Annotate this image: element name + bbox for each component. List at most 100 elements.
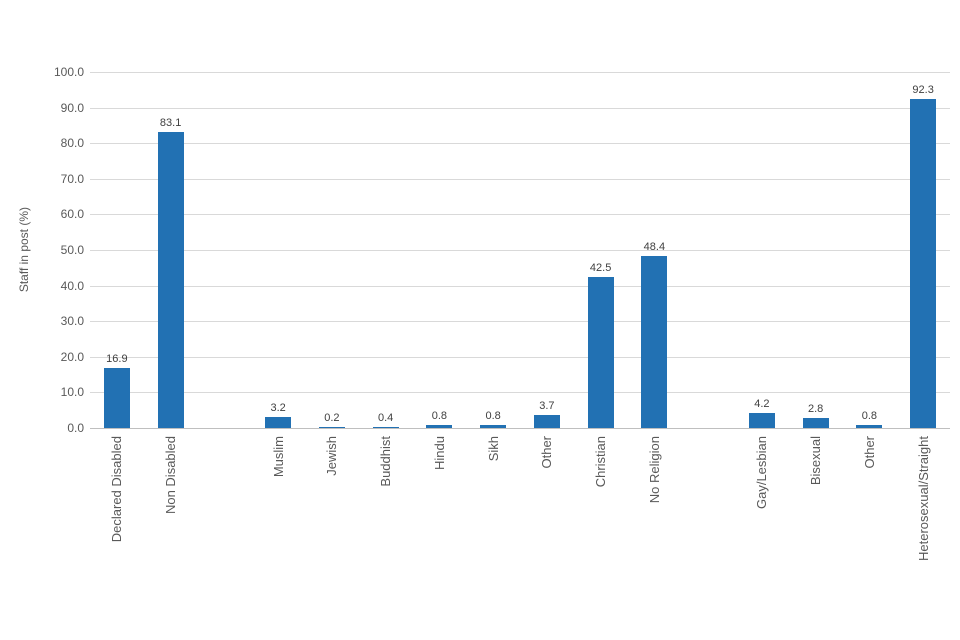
- category-label: Declared Disabled: [109, 436, 125, 543]
- bar-value-label: 16.9: [106, 352, 128, 365]
- bar: [480, 425, 507, 428]
- category-label-slot: Other: [843, 436, 897, 469]
- bar-slot: 3.7: [520, 72, 574, 428]
- bar-value-label: 0.8: [431, 410, 448, 423]
- bar-slot: 0.8: [843, 72, 897, 428]
- gridline: [90, 214, 950, 216]
- bar-slot: 4.2: [735, 72, 789, 428]
- bar-value-label: 4.2: [754, 398, 770, 411]
- bar-slot-gap: [198, 72, 252, 428]
- y-tick-label: 10.0: [60, 385, 84, 400]
- category-label: Christian: [593, 436, 609, 488]
- category-label: Other: [539, 436, 555, 469]
- bar-slot: 92.3: [896, 72, 950, 428]
- bar-slot: 3.2: [251, 72, 305, 428]
- bar: [318, 427, 345, 428]
- category-label: Muslim: [270, 436, 286, 478]
- gridline: [90, 392, 950, 394]
- y-tick-label: 90.0: [60, 100, 84, 115]
- category-label-slot: Declared Disabled: [90, 436, 144, 542]
- gridline: [90, 321, 950, 323]
- category-label: Jewish: [324, 436, 340, 476]
- bar: [587, 276, 614, 428]
- bar: [372, 426, 399, 428]
- y-tick-label: 50.0: [60, 243, 84, 257]
- bar-value-label: 0.2: [324, 412, 340, 424]
- bar-series: 16.9 83.1 3.2 0.2 0.4 0.8 0.8 3.7 42.5 48.4 4.2 2.8…: [90, 72, 950, 428]
- category-label-slot: Hindu: [413, 436, 467, 470]
- y-axis-title: Staff in post (%): [14, 72, 34, 428]
- y-axis-title-text: Staff in post (%): [17, 207, 31, 293]
- gridline: [90, 107, 950, 109]
- bar-slot: 0.8: [413, 72, 467, 428]
- bar: [265, 416, 292, 428]
- category-label-slot: Christian: [574, 436, 628, 487]
- category-label-slot: Gay/Lesbian: [735, 436, 789, 509]
- bar: [157, 132, 184, 428]
- gridline: [90, 356, 950, 358]
- y-tick-label: 0.0: [67, 421, 84, 435]
- gridline: [90, 72, 950, 73]
- category-label-slot: Sikh: [466, 436, 520, 461]
- category-label: Heterosexual/Straight: [915, 436, 931, 562]
- bar: [103, 367, 130, 428]
- bar-value-label: 3.2: [270, 401, 286, 414]
- gridline: [90, 250, 950, 251]
- bar-slot: 42.5: [574, 72, 628, 428]
- category-label-slot: Bisexual: [789, 436, 843, 485]
- bar-value-label: 3.7: [539, 399, 555, 412]
- y-tick-label: 80.0: [60, 136, 84, 151]
- gridline: [90, 285, 950, 287]
- bar: [641, 255, 668, 428]
- category-label: Gay/Lesbian: [754, 436, 770, 509]
- gridline: [90, 143, 950, 145]
- category-label: Sikh: [485, 436, 501, 462]
- bar: [802, 418, 829, 428]
- category-label: Buddhist: [378, 436, 394, 487]
- bar: [856, 425, 883, 428]
- bar: [910, 99, 937, 428]
- bar-slot: 0.8: [466, 72, 520, 428]
- category-label: No Religion: [646, 436, 662, 504]
- y-tick-label: 20.0: [60, 349, 84, 364]
- y-tick-label: 100.0: [53, 65, 84, 79]
- bar-value-label: 83.1: [159, 117, 182, 130]
- bar-value-label: 2.8: [807, 403, 824, 416]
- category-label-slot: Muslim: [251, 436, 305, 477]
- bar-slot: 2.8: [789, 72, 843, 428]
- bar-value-label: 42.5: [589, 261, 612, 274]
- plot-area: 16.9 83.1 3.2 0.2 0.4 0.8 0.8 3.7 42.5 48.4 4.2 2.8…: [90, 72, 950, 429]
- bar-slot: 48.4: [628, 72, 682, 428]
- category-label-slot: No Religion: [628, 436, 682, 503]
- x-axis-category-labels: Declared Disabled Non Disabled Muslim Jewis…: [90, 436, 950, 561]
- y-axis-tick-labels: 100.0 90.0 80.0 70.0 60.0 50.0 40.0 30.0 20.0 10.…: [36, 65, 84, 435]
- gridline: [90, 178, 950, 180]
- category-label: Bisexual: [808, 436, 824, 486]
- bar: [426, 425, 453, 428]
- y-tick-label: 30.0: [60, 314, 84, 329]
- bar-value-label: 0.4: [377, 411, 394, 424]
- category-label-slot: Other: [520, 436, 574, 469]
- bar-slot-gap: [681, 72, 735, 428]
- bar: [748, 413, 775, 428]
- category-label-slot: Jewish: [305, 436, 359, 476]
- y-tick-label: 70.0: [60, 171, 84, 186]
- bar-slot: 83.1: [144, 72, 198, 428]
- category-label-slot: Non Disabled: [144, 436, 198, 514]
- y-tick-label: 40.0: [60, 278, 84, 293]
- y-tick-label: 60.0: [60, 207, 84, 222]
- bar-slot: 0.4: [359, 72, 413, 428]
- category-label-slot: Buddhist: [359, 436, 413, 487]
- category-label: Non Disabled: [163, 436, 179, 515]
- category-label-slot: Heterosexual/Straight: [896, 436, 950, 561]
- bar-value-label: 48.4: [643, 240, 666, 253]
- bar-slot: 16.9: [90, 72, 144, 428]
- bar: [533, 414, 560, 428]
- bar-value-label: 0.8: [861, 410, 878, 423]
- bar-slot: 0.2: [305, 72, 359, 428]
- x-axis-line: [90, 428, 950, 429]
- category-label: Hindu: [431, 436, 447, 470]
- category-label: Other: [861, 436, 877, 469]
- bar-value-label: 92.3: [912, 84, 934, 97]
